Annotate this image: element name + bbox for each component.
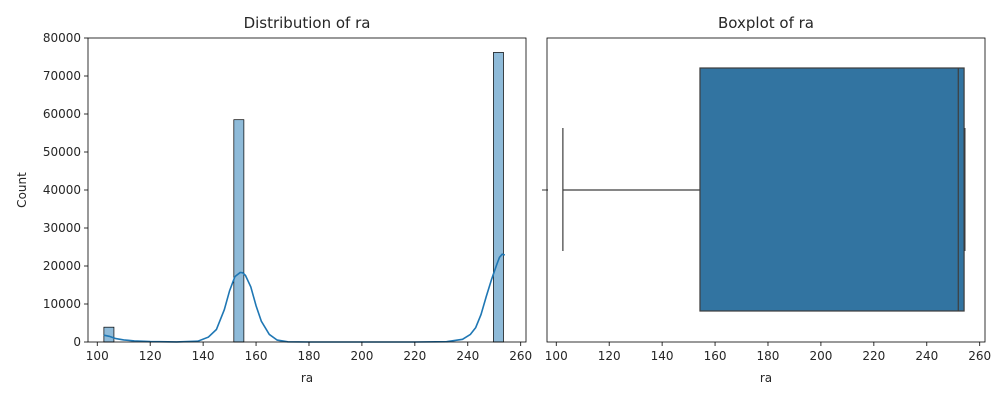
x-tick-label: 160 [704,349,727,363]
histogram-bar [493,52,504,343]
x-tick-label: 120 [139,349,162,363]
histogram-x-label: ra [301,371,313,385]
boxplot-x-ticks: 100 120 140 160 180 200 220 240 260 [545,342,991,363]
histogram-bar [233,119,245,343]
x-tick-label: 240 [456,349,479,363]
boxplot-axes-frame [546,37,986,343]
x-tick-label: 220 [862,349,885,363]
x-tick-label: 100 [86,349,109,363]
x-tick-label: 160 [245,349,268,363]
histogram-panel: Distribution of ra 100 120 140 160 180 200 220… [15,14,532,385]
x-tick-label: 180 [298,349,321,363]
y-tick-label: 30000 [43,221,81,235]
x-tick-label: 260 [509,349,532,363]
histogram-axes-frame [87,37,527,343]
histogram-title: Distribution of ra [244,14,371,32]
boxplot-x-label: ra [760,371,772,385]
x-tick-label: 120 [598,349,621,363]
x-tick-label: 100 [545,349,568,363]
x-tick-label: 200 [350,349,373,363]
histogram-y-ticks: 0 10000 20000 30000 40000 50000 60000 70000 8000… [43,31,88,349]
y-tick-label: 0 [73,335,81,349]
interquartile-box [699,67,965,312]
kde-curve [103,253,506,343]
x-tick-label: 180 [757,349,780,363]
y-tick-label: 70000 [43,69,81,83]
x-tick-label: 260 [968,349,991,363]
x-tick-label: 220 [403,349,426,363]
y-tick-label: 60000 [43,107,81,121]
y-tick-label: 10000 [43,297,81,311]
boxplot-title: Boxplot of ra [718,14,814,32]
x-tick-label: 200 [809,349,832,363]
x-tick-label: 140 [651,349,674,363]
y-tick-label: 40000 [43,183,81,197]
histogram-bars [103,52,504,343]
histogram-bar [103,326,115,343]
y-tick-label: 50000 [43,145,81,159]
histogram-x-ticks: 100 120 140 160 180 200 220 240 260 [86,342,532,363]
x-tick-label: 240 [915,349,938,363]
x-tick-label: 140 [192,349,215,363]
boxplot-panel: Boxplot of ra 100 120 140 160 180 200 220 240 26… [542,14,991,385]
y-tick-label: 20000 [43,259,81,273]
histogram-y-label: Count [15,172,29,208]
y-tick-label: 80000 [43,31,81,45]
boxplot-marks [562,67,966,312]
